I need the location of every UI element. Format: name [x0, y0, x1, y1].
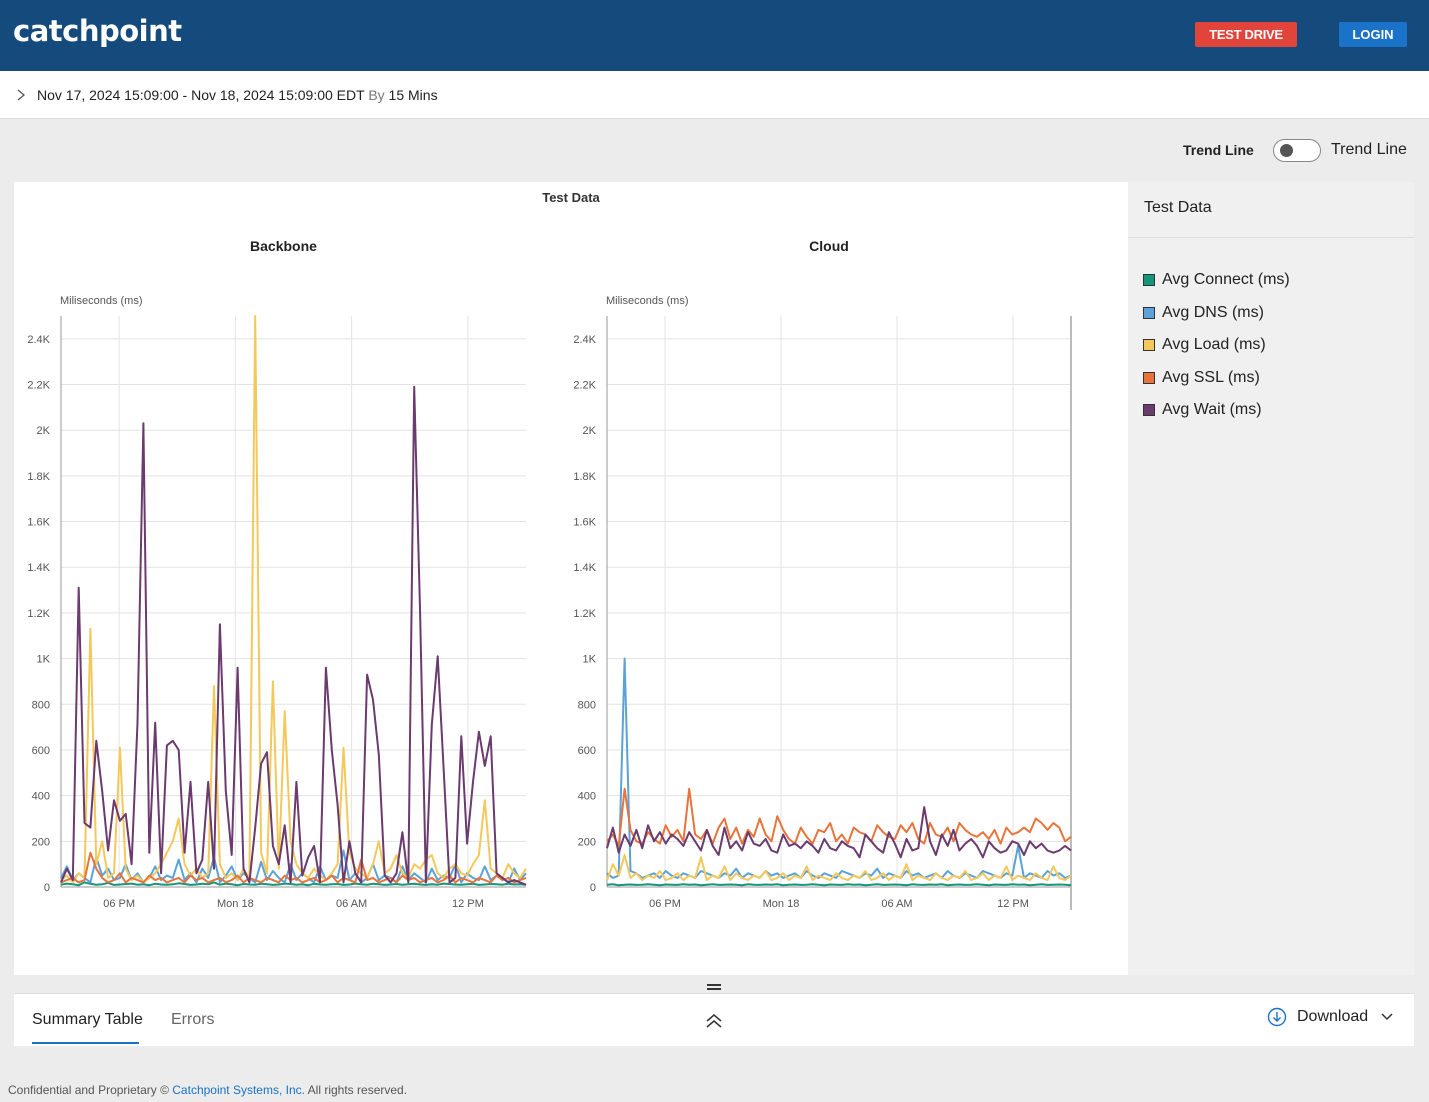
y-tick-label: 1.2K — [573, 608, 596, 620]
legend-swatch — [1143, 274, 1155, 287]
y-tick-label: 1K — [37, 654, 51, 666]
x-tick-label: Mon 18 — [217, 898, 254, 910]
legend-item-label: Avg SSL (ms) — [1162, 368, 1260, 386]
legend-item-label: Avg Load (ms) — [1162, 336, 1266, 354]
x-tick-label: 12 PM — [452, 898, 484, 910]
x-tick-label: 06 PM — [103, 898, 135, 910]
y-tick-label: 0 — [590, 882, 596, 894]
series-line-4[interactable] — [606, 787, 1072, 847]
y-tick-label: 1.6K — [573, 517, 596, 529]
series-line-1[interactable] — [606, 883, 1072, 887]
active-tab-indicator — [32, 1042, 139, 1044]
legend-item-label: Avg DNS (ms) — [1162, 303, 1264, 321]
y-tick-label: 600 — [32, 745, 50, 757]
footer-prefix: Confidential and Proprietary © — [8, 1083, 173, 1097]
date-range-text[interactable]: Nov 17, 2024 15:09:00 - Nov 18, 2024 15:… — [37, 87, 438, 103]
date-range-bar: Nov 17, 2024 15:09:00 - Nov 18, 2024 15:… — [0, 71, 1429, 119]
legend-item[interactable]: Avg Load (ms) — [1143, 329, 1290, 362]
toggle-knob — [1280, 144, 1293, 157]
legend-swatch — [1143, 404, 1155, 417]
legend-item[interactable]: Avg Wait (ms) — [1143, 394, 1290, 427]
y-tick-label: 200 — [32, 836, 50, 848]
series-line-3[interactable] — [606, 854, 1072, 882]
chart-title: Cloud — [809, 238, 849, 254]
y-tick-label: 2K — [583, 425, 597, 437]
date-range-by: By — [368, 87, 385, 103]
y-tick-label: 2.4K — [27, 334, 50, 346]
x-tick-label: 12 PM — [997, 898, 1029, 910]
date-range-value: Nov 17, 2024 15:09:00 - Nov 18, 2024 15:… — [37, 87, 365, 103]
x-tick-label: 06 AM — [336, 898, 367, 910]
y-tick-label: 2.4K — [573, 334, 596, 346]
download-icon — [1267, 1007, 1287, 1027]
y-tick-label: 400 — [32, 791, 50, 803]
y-tick-label: 800 — [578, 699, 596, 711]
test-drive-button[interactable]: TEST DRIVE — [1195, 22, 1297, 47]
y-tick-label: 1.6K — [27, 517, 50, 529]
legend-item[interactable]: Avg DNS (ms) — [1143, 297, 1290, 330]
series-line-5[interactable] — [606, 806, 1072, 859]
y-tick-label: 1.4K — [573, 562, 596, 574]
y-tick-label: 800 — [32, 699, 50, 711]
legend-item[interactable]: Avg Connect (ms) — [1143, 264, 1290, 297]
chart-title: Backbone — [250, 238, 317, 254]
y-tick-label: 1K — [583, 654, 597, 666]
series-line-1[interactable] — [60, 881, 527, 887]
y-tick-label: 0 — [44, 882, 50, 894]
bottom-panel-bar: Summary Table Errors Download — [14, 993, 1414, 1046]
y-tick-label: 1.4K — [27, 562, 50, 574]
expand-up-icon[interactable] — [704, 1011, 724, 1031]
legend-item-label: Avg Wait (ms) — [1162, 401, 1262, 419]
y-tick-label: 2K — [37, 425, 51, 437]
legend-list: Avg Connect (ms) Avg DNS (ms) Avg Load (ms… — [1143, 264, 1290, 427]
legend-swatch — [1143, 306, 1155, 319]
backbone-chart: Backbone Miliseconds (ms) 0 200 400 600 800 1K 1… — [27, 238, 527, 910]
x-tick-label: Mon 18 — [763, 898, 800, 910]
tab-errors[interactable]: Errors — [171, 1011, 215, 1028]
trend-line-label: Trend Line — [1331, 141, 1407, 158]
legend-panel: Test Data Avg Connect (ms) Avg DNS (ms) Av… — [1128, 182, 1414, 975]
x-tick-label: 06 AM — [881, 898, 912, 910]
footer: Confidential and Proprietary © Catchpoin… — [8, 1083, 407, 1097]
y-tick-label: 2.2K — [27, 380, 50, 392]
catchpoint-logo[interactable]: catchpoint — [13, 14, 182, 48]
trend-line-label-bold: Trend Line — [1183, 142, 1254, 158]
y-tick-label: 400 — [578, 791, 596, 803]
legend-title: Test Data — [1144, 199, 1212, 216]
series-line-3[interactable] — [60, 315, 527, 884]
tab-summary-table[interactable]: Summary Table — [32, 1011, 143, 1028]
charts-svg: Test Data Backbone Miliseconds (ms) 0 200 40… — [27, 190, 1072, 910]
footer-suffix: All rights reserved. — [305, 1083, 408, 1097]
legend-swatch — [1143, 371, 1155, 384]
x-tick-label: 06 PM — [649, 898, 681, 910]
footer-company-link[interactable]: Catchpoint Systems, Inc. — [172, 1083, 305, 1097]
cloud-chart: Cloud Miliseconds (ms) 0 200 400 600 800 1K 1.2K… — [573, 238, 1072, 910]
y-tick-label: 600 — [578, 745, 596, 757]
y-axis-label: Miliseconds (ms) — [606, 295, 689, 307]
y-tick-label: 1.8K — [573, 471, 596, 483]
top-bar: catchpoint TEST DRIVE LOGIN — [0, 0, 1429, 71]
chart-group-title: Test Data — [542, 190, 600, 205]
chart-panel: Test Data Backbone Miliseconds (ms) 0 200 40… — [14, 182, 1128, 975]
y-axis-label: Miliseconds (ms) — [60, 295, 143, 307]
login-button[interactable]: LOGIN — [1339, 22, 1407, 47]
trend-line-toggle[interactable] — [1273, 139, 1321, 162]
legend-item-label: Avg Connect (ms) — [1162, 271, 1290, 289]
y-tick-label: 200 — [578, 836, 596, 848]
chevron-down-icon — [1381, 1013, 1393, 1021]
download-label: Download — [1297, 1008, 1369, 1025]
y-tick-label: 1.2K — [27, 608, 50, 620]
y-tick-label: 1.8K — [27, 471, 50, 483]
y-tick-label: 2.2K — [573, 380, 596, 392]
legend-divider — [1128, 237, 1414, 238]
resize-handle[interactable] — [707, 984, 721, 990]
chevron-right-icon[interactable] — [14, 87, 28, 103]
legend-item[interactable]: Avg SSL (ms) — [1143, 362, 1290, 395]
series-line-5[interactable] — [60, 385, 527, 886]
download-button[interactable]: Download — [1267, 1007, 1394, 1027]
date-range-interval: 15 Mins — [388, 87, 438, 103]
legend-swatch — [1143, 339, 1155, 352]
